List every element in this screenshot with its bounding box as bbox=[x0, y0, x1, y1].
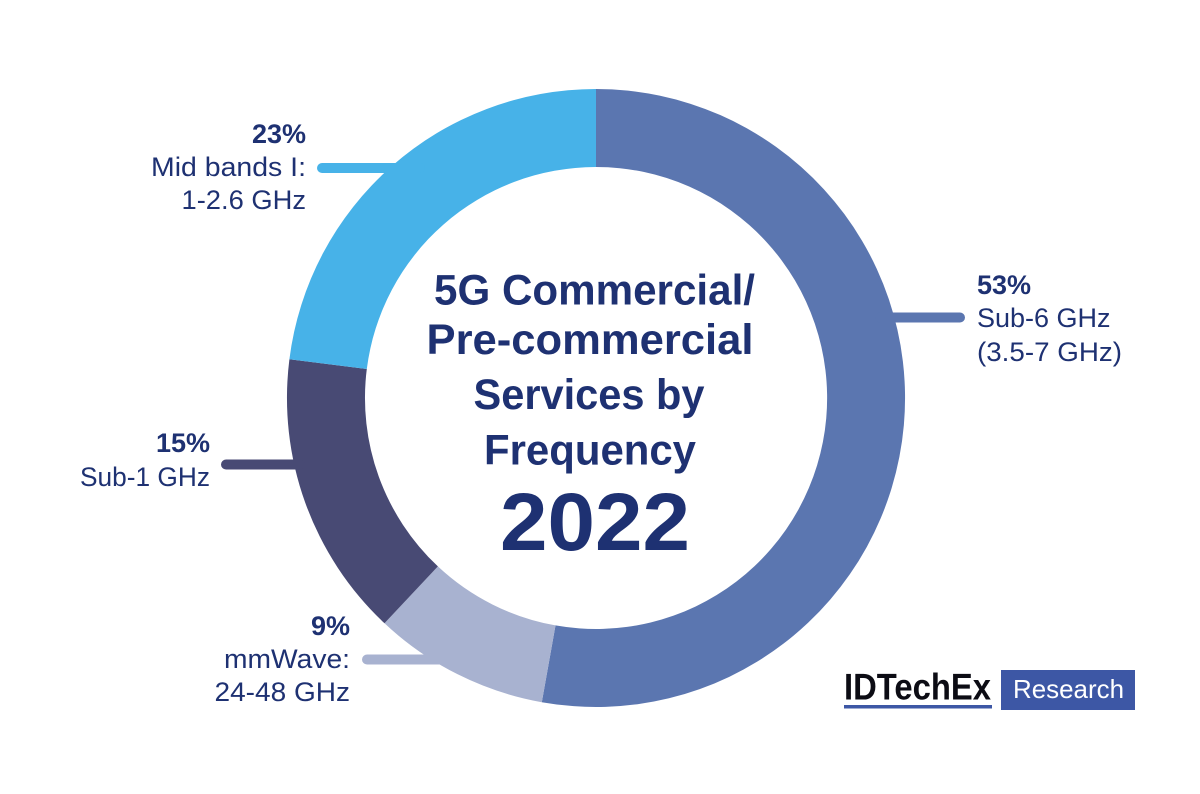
svg-text:Sub-1 GHz: Sub-1 GHz bbox=[80, 462, 210, 492]
svg-text:Research: Research bbox=[1013, 674, 1124, 704]
svg-text:Frequency: Frequency bbox=[484, 428, 696, 475]
svg-text:Pre-commercial: Pre-commercial bbox=[427, 317, 754, 364]
svg-text:1-2.6 GHz: 1-2.6 GHz bbox=[182, 185, 307, 215]
svg-text:15%: 15% bbox=[156, 428, 210, 458]
svg-text:24-48 GHz: 24-48 GHz bbox=[215, 677, 351, 707]
svg-text:Mid bands I:: Mid bands I: bbox=[151, 152, 306, 182]
svg-text:2022: 2022 bbox=[500, 477, 690, 568]
svg-text:Services by: Services by bbox=[474, 372, 705, 419]
svg-text:Sub-6 GHz: Sub-6 GHz bbox=[977, 303, 1111, 333]
svg-text:9%: 9% bbox=[311, 611, 350, 641]
svg-text:mmWave:: mmWave: bbox=[224, 644, 350, 674]
svg-text:IDTechEx: IDTechEx bbox=[844, 667, 991, 708]
svg-text:(3.5-7 GHz): (3.5-7 GHz) bbox=[977, 337, 1122, 367]
svg-text:23%: 23% bbox=[252, 119, 306, 149]
svg-text:53%: 53% bbox=[977, 270, 1031, 300]
svg-text:5G Commercial/: 5G Commercial/ bbox=[434, 268, 755, 315]
